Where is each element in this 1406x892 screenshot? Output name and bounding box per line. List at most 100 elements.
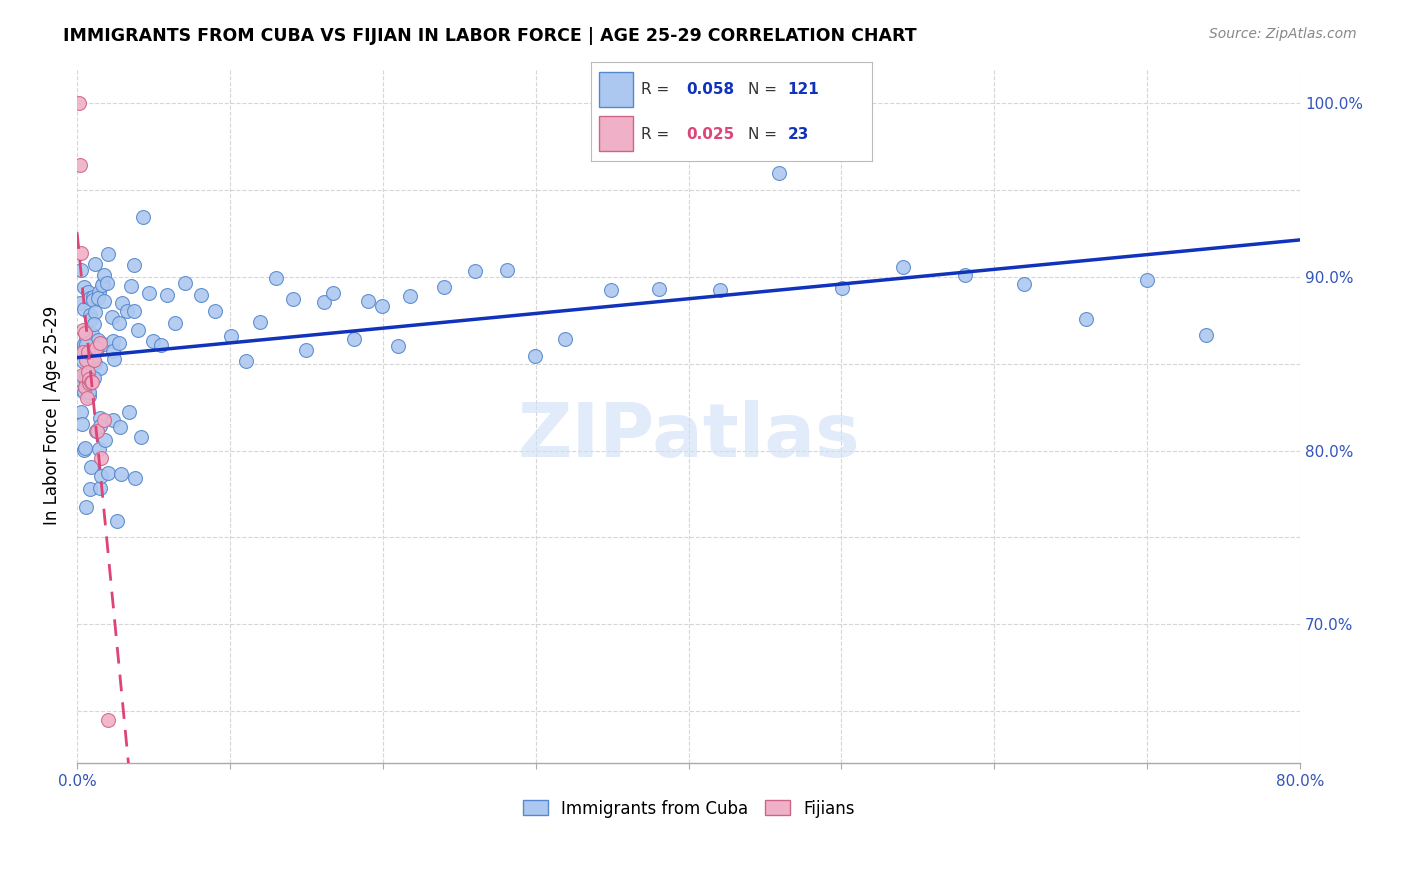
Point — [69, 158, 91, 172]
Point — [101, 310, 124, 324]
Point — [72, 280, 94, 294]
Point — [371, 299, 394, 313]
Point — [108, 419, 131, 434]
Point — [83, 353, 105, 368]
Point — [83, 317, 105, 331]
Point — [75, 372, 97, 386]
Point — [77, 384, 100, 399]
Point — [96, 276, 118, 290]
Point — [129, 430, 152, 444]
Point — [174, 277, 197, 291]
Point — [67, 96, 90, 111]
Point — [1135, 273, 1157, 287]
FancyBboxPatch shape — [599, 117, 633, 151]
Point — [82, 290, 104, 304]
Text: ZIPatlas: ZIPatlas — [517, 401, 860, 473]
Point — [648, 282, 671, 296]
Point — [554, 332, 576, 346]
Point — [75, 331, 97, 345]
Point — [79, 308, 101, 322]
Point — [87, 333, 110, 347]
Point — [91, 277, 114, 292]
Point — [768, 166, 790, 180]
Point — [84, 356, 107, 370]
Point — [124, 471, 146, 485]
Point — [89, 411, 111, 425]
Point — [90, 450, 112, 465]
Point — [86, 424, 108, 438]
FancyBboxPatch shape — [599, 72, 633, 107]
Point — [75, 500, 97, 514]
Point — [87, 442, 110, 457]
Point — [1074, 312, 1097, 326]
Point — [97, 247, 120, 261]
Point — [82, 293, 104, 307]
Point — [103, 351, 125, 366]
Point — [118, 405, 141, 419]
Point — [76, 339, 98, 353]
Point — [79, 482, 101, 496]
Point — [110, 467, 132, 481]
Point — [283, 292, 305, 306]
Text: R =: R = — [641, 82, 675, 97]
Point — [72, 344, 94, 359]
Point — [93, 268, 115, 282]
Point — [523, 349, 546, 363]
Point — [75, 343, 97, 358]
Point — [75, 354, 97, 368]
Point — [73, 341, 96, 355]
Point — [73, 384, 96, 399]
Point — [138, 286, 160, 301]
Point — [75, 376, 97, 390]
Y-axis label: In Labor Force | Age 25-29: In Labor Force | Age 25-29 — [44, 306, 60, 525]
Point — [72, 354, 94, 368]
Point — [97, 713, 120, 727]
Point — [70, 263, 93, 277]
Point — [79, 329, 101, 343]
Point — [149, 338, 172, 352]
Point — [357, 294, 380, 309]
Point — [75, 353, 97, 368]
Point — [89, 418, 111, 433]
Legend: Immigrants from Cuba, Fijians: Immigrants from Cuba, Fijians — [516, 793, 862, 824]
Point — [235, 353, 257, 368]
Point — [433, 280, 456, 294]
Point — [79, 291, 101, 305]
Point — [91, 336, 114, 351]
Point — [266, 271, 288, 285]
Text: IMMIGRANTS FROM CUBA VS FIJIAN IN LABOR FORCE | AGE 25-29 CORRELATION CHART: IMMIGRANTS FROM CUBA VS FIJIAN IN LABOR … — [63, 27, 917, 45]
Point — [87, 291, 110, 305]
Point — [77, 389, 100, 403]
Point — [122, 258, 145, 272]
Point — [111, 296, 134, 310]
Point — [163, 316, 186, 330]
Point — [127, 322, 149, 336]
Text: R =: R = — [641, 127, 675, 142]
Point — [83, 371, 105, 385]
Point — [953, 268, 976, 282]
Point — [77, 376, 100, 390]
Point — [97, 466, 120, 480]
Point — [90, 469, 112, 483]
Point — [108, 336, 131, 351]
Point — [84, 257, 107, 271]
Text: N =: N = — [748, 82, 782, 97]
Point — [120, 279, 142, 293]
Point — [322, 286, 344, 301]
Point — [70, 246, 93, 260]
Point — [75, 337, 97, 351]
Point — [77, 372, 100, 386]
Point — [101, 334, 124, 349]
Point — [342, 332, 364, 346]
Point — [103, 413, 125, 427]
Point — [77, 285, 100, 299]
Point — [70, 383, 93, 397]
Point — [73, 441, 96, 455]
Text: 121: 121 — [787, 82, 820, 97]
Point — [84, 305, 107, 319]
Point — [1012, 277, 1035, 291]
Point — [70, 417, 93, 431]
Point — [190, 288, 212, 302]
Point — [80, 374, 103, 388]
Point — [75, 380, 97, 394]
